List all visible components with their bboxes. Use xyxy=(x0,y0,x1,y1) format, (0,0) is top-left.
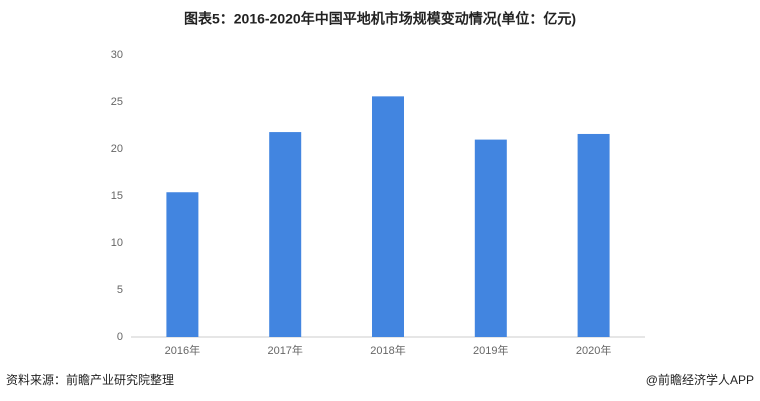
x-tick-label: 2020年 xyxy=(576,343,611,357)
x-tick-label: 2019年 xyxy=(473,343,508,357)
chart-title: 图表5：2016-2020年中国平地机市场规模变动情况(单位：亿元) xyxy=(184,11,576,27)
x-tick-label: 2016年 xyxy=(165,343,200,357)
y-tick-label: 5 xyxy=(117,284,123,296)
y-tick-label: 25 xyxy=(111,96,123,108)
y-tick-label: 20 xyxy=(111,143,123,155)
credit: @前瞻经济学人APP xyxy=(646,372,754,387)
x-tick-label: 2017年 xyxy=(267,343,302,357)
y-tick-label: 0 xyxy=(117,331,123,343)
source: 资料来源：前瞻产业研究院整理 xyxy=(6,372,174,387)
bar xyxy=(166,192,199,337)
bar xyxy=(577,133,610,337)
bar xyxy=(474,139,507,337)
y-tick-label: 15 xyxy=(111,190,123,202)
y-tick-label: 10 xyxy=(111,237,123,249)
bar xyxy=(372,96,404,337)
x-tick-label: 2018年 xyxy=(370,343,405,357)
y-tick-label: 30 xyxy=(111,49,123,61)
bar xyxy=(269,132,302,337)
